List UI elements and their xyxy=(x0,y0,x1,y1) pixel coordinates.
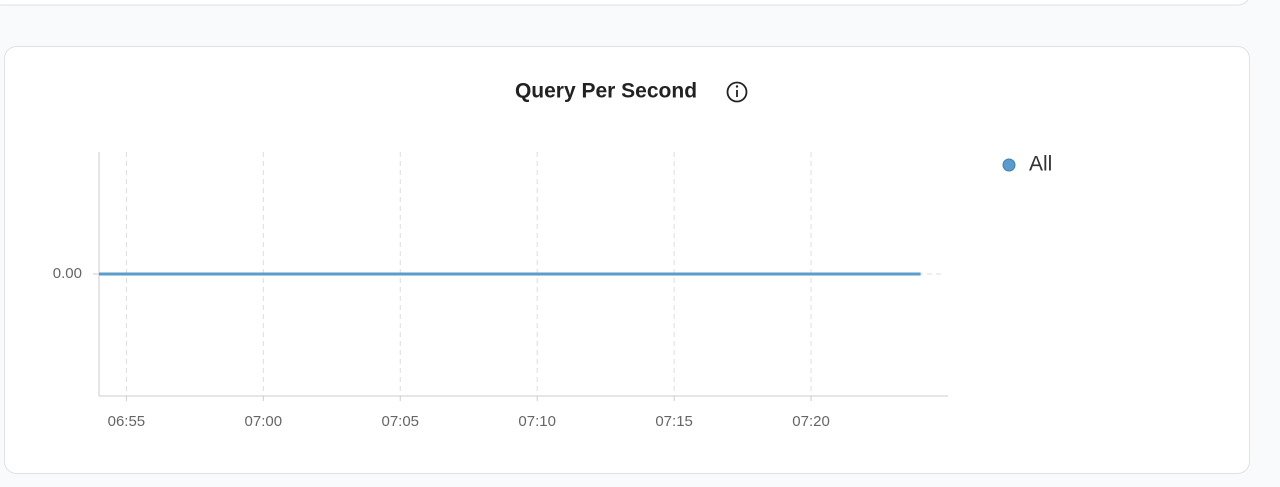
chart-title: Query Per Second xyxy=(515,80,697,103)
x-tick-label: 07:20 xyxy=(792,413,830,430)
legend-label: All xyxy=(1029,153,1052,176)
x-tick-label: 07:10 xyxy=(518,413,556,430)
chart-card xyxy=(4,46,1250,474)
x-tick-label: 07:05 xyxy=(381,413,419,430)
x-tick-label: 07:00 xyxy=(245,413,283,430)
x-tick-label: 07:15 xyxy=(655,413,693,430)
y-tick-label: 0.00 xyxy=(53,265,82,282)
x-tick-label: 06:55 xyxy=(108,413,146,430)
previous-card xyxy=(0,0,1249,6)
info-icon[interactable] xyxy=(726,81,748,103)
legend-marker xyxy=(1002,158,1016,172)
